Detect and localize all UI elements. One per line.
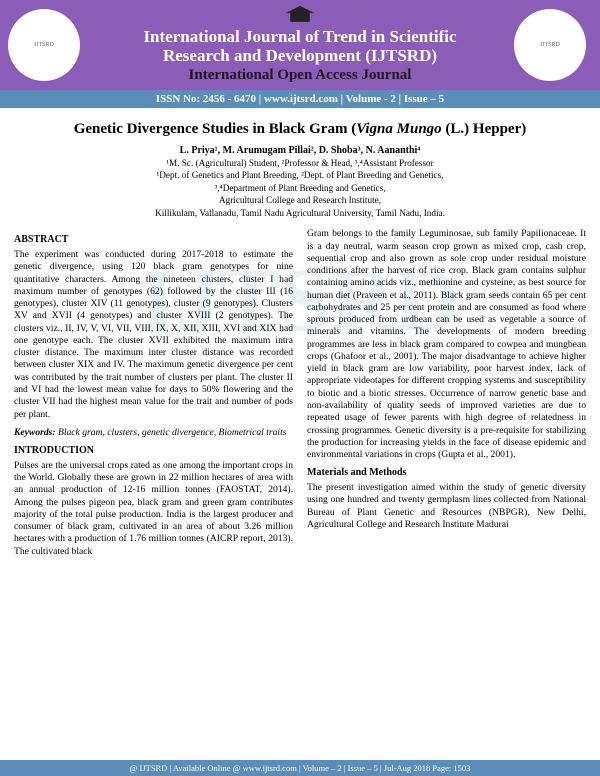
journal-header: IJTSRD International Journal of Trend in… (0, 0, 600, 90)
keywords-label: Keywords: (14, 427, 56, 438)
introduction-text: Pulses are the universal crops rated as … (14, 460, 293, 558)
affiliation-line: Killikulam, Vallanadu, Tamil Nadu Agricu… (12, 208, 588, 220)
affiliation-line: ¹M. Sc. (Agricultural) Student, ²Profess… (12, 158, 588, 170)
journal-name-line1: International Journal of Trend in Scient… (86, 28, 514, 47)
journal-title-block: International Journal of Trend in Scient… (86, 6, 514, 84)
author-list: L. Priya¹, M. Arumugam Pillai², D. Shoba… (10, 145, 590, 156)
affiliation-line: Agricultural College and Research Instit… (12, 195, 588, 207)
page-footer: @ IJTSRD | Available Online @ www.ijtsrd… (0, 760, 600, 776)
open-access-label: International Open Access Journal (86, 67, 514, 84)
logo-text: IJTSRD (34, 42, 54, 48)
journal-logo: IJTSRD (8, 9, 80, 81)
graduation-cap-icon (286, 6, 314, 26)
materials-methods-heading: Materials and Methods (307, 467, 586, 480)
title-part1: Genetic Divergence Studies in Black Gram… (74, 121, 356, 137)
introduction-heading: INTRODUCTION (14, 445, 293, 458)
keywords-text: Black gram, clusters, genetic divergence… (56, 427, 287, 438)
title-part2: (L.) Hepper) (442, 121, 527, 137)
affiliation-line: ¹Dept. of Genetics and Plant Breeding, ²… (12, 170, 588, 182)
journal-logo-right: IJTSRD (514, 9, 586, 81)
article-body: ABSTRACT The experiment was conducted du… (0, 220, 600, 558)
affiliation-line: ³,⁴Department of Plant Breeding and Gene… (12, 183, 588, 195)
abstract-heading: ABSTRACT (14, 234, 293, 247)
title-scientific-name: Vigna Mungo (356, 121, 441, 137)
journal-name-line2: Research and Development (IJTSRD) (86, 47, 514, 66)
materials-methods-text: The present investigation aimed within t… (307, 482, 586, 531)
article-title: Genetic Divergence Studies in Black Gram… (10, 120, 590, 139)
keywords-line: Keywords: Black gram, clusters, genetic … (14, 427, 293, 439)
abstract-text: The experiment was conducted during 2017… (14, 249, 293, 421)
logo-text: IJTSRD (540, 42, 560, 48)
column2-paragraph: Gram belongs to the family Leguminosae, … (307, 228, 586, 461)
issn-info-bar: ISSN No: 2456 - 6470 | www.ijtsrd.com | … (0, 90, 600, 108)
